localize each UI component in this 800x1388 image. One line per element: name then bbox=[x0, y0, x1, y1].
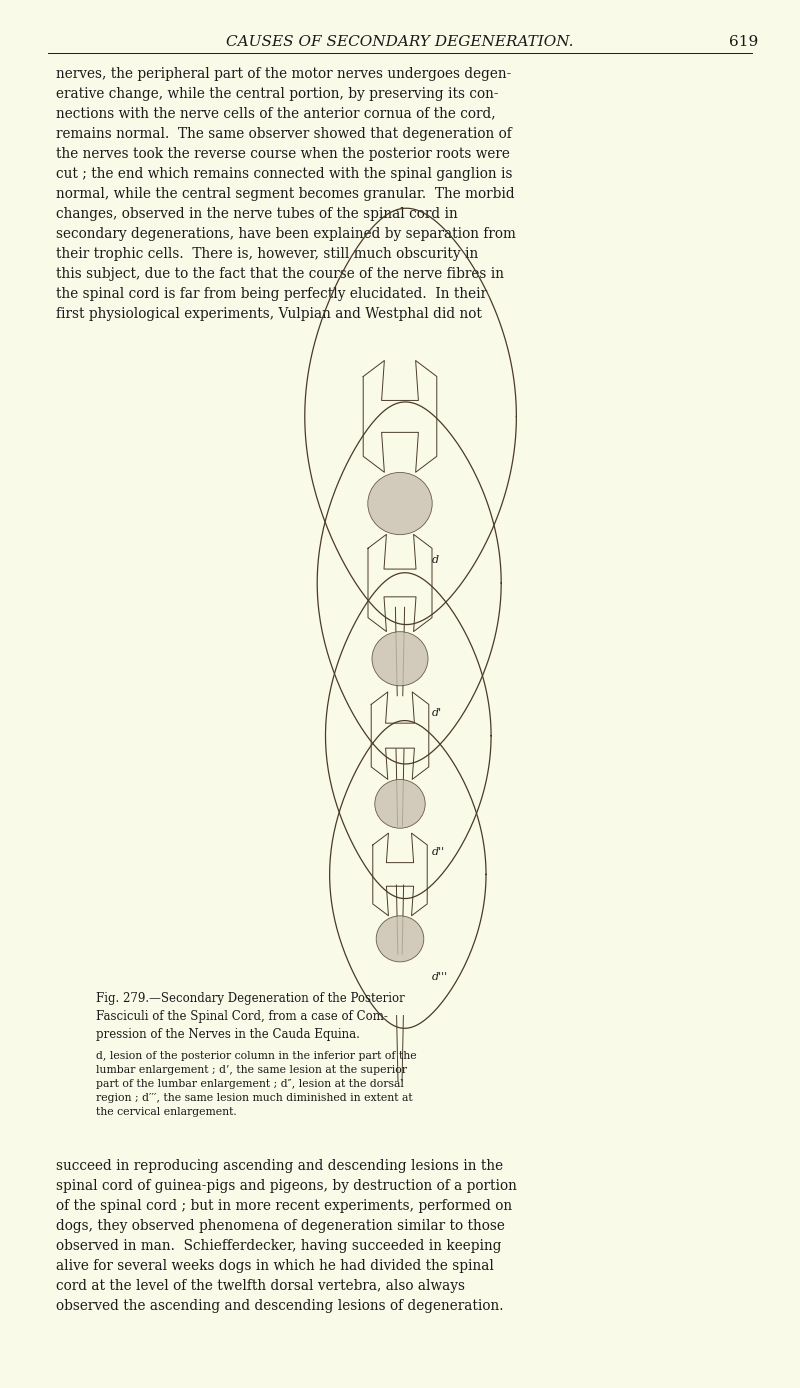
Ellipse shape bbox=[368, 472, 432, 534]
Text: d''': d''' bbox=[432, 972, 448, 981]
Ellipse shape bbox=[374, 780, 426, 829]
Text: d, lesion of the posterior column in the inferior part of the
lumbar enlargement: d, lesion of the posterior column in the… bbox=[96, 1051, 417, 1117]
Ellipse shape bbox=[372, 632, 428, 686]
Text: nerves, the peripheral part of the motor nerves undergoes degen-
erative change,: nerves, the peripheral part of the motor… bbox=[56, 67, 516, 321]
Text: 619: 619 bbox=[730, 35, 758, 49]
Ellipse shape bbox=[376, 916, 424, 962]
Text: d: d bbox=[432, 555, 439, 565]
Text: succeed in reproducing ascending and descending lesions in the
spinal cord of gu: succeed in reproducing ascending and des… bbox=[56, 1159, 517, 1313]
Text: d': d' bbox=[432, 708, 442, 718]
Text: d'': d'' bbox=[432, 847, 445, 856]
Text: CAUSES OF SECONDARY DEGENERATION.: CAUSES OF SECONDARY DEGENERATION. bbox=[226, 35, 574, 49]
Text: Fig. 279.—Secondary Degeneration of the Posterior
Fasciculi of the Spinal Cord, : Fig. 279.—Secondary Degeneration of the … bbox=[96, 992, 405, 1041]
